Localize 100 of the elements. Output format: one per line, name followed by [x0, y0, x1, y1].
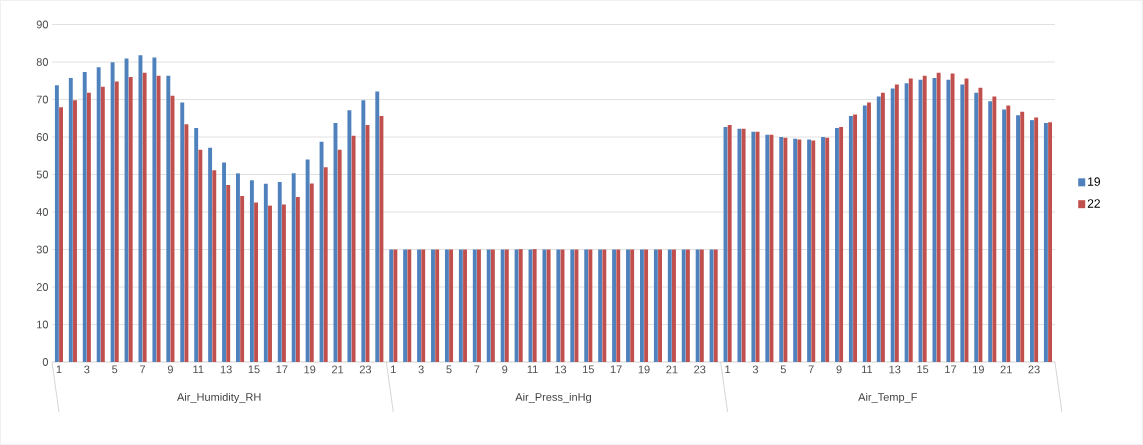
y-tick-label: 20	[36, 283, 49, 291]
bar	[249, 180, 254, 362]
legend-label: 19	[1088, 177, 1100, 186]
text: Air_Press_inHg	[515, 392, 591, 404]
bar	[86, 92, 91, 362]
x-tick-label: 1	[725, 365, 731, 374]
bar	[110, 62, 115, 362]
text: Air_Humidity_RH	[177, 392, 261, 404]
bar	[821, 137, 825, 362]
bar	[1006, 105, 1011, 362]
bar	[532, 249, 537, 362]
bar	[681, 249, 686, 362]
bar	[379, 116, 384, 362]
bar	[1034, 117, 1039, 362]
x-tick-label: 19	[973, 365, 984, 374]
x-tick-label: 21	[666, 365, 678, 374]
bar	[500, 249, 505, 362]
x-tick-label: 5	[112, 365, 118, 374]
text: Air_Temp_F	[858, 392, 917, 404]
bar	[1048, 122, 1053, 362]
bar	[783, 137, 788, 362]
bar	[291, 173, 296, 362]
bar	[254, 202, 259, 362]
bar	[713, 249, 718, 362]
y-tick-label: 30	[36, 245, 49, 254]
bar	[59, 107, 64, 362]
bar	[1002, 109, 1007, 362]
x-tick-label: 11	[193, 365, 204, 374]
bar	[890, 88, 895, 362]
x-tick-label: 21	[1000, 365, 1012, 374]
x-tick-label: 1	[56, 365, 62, 374]
bar	[741, 128, 746, 362]
bar	[389, 249, 394, 362]
bar	[922, 75, 927, 362]
y-tick-label: 70	[36, 95, 49, 104]
bar	[236, 173, 240, 362]
bar	[309, 183, 314, 362]
bar	[268, 205, 272, 362]
bar	[54, 85, 59, 362]
bar	[737, 128, 742, 362]
bar	[602, 249, 607, 362]
bar	[862, 105, 867, 362]
bar	[751, 131, 756, 362]
bar	[765, 134, 770, 362]
bar	[295, 197, 300, 362]
bar	[988, 101, 993, 362]
x-tick-label: 1	[391, 365, 396, 374]
bar	[658, 249, 662, 362]
bar	[793, 138, 798, 362]
x-tick-label: 3	[84, 365, 90, 374]
x-tick-label: 9	[502, 365, 508, 374]
x-tick-label: 15	[248, 365, 260, 374]
bar	[570, 249, 575, 362]
bar	[375, 91, 380, 362]
bar	[68, 78, 73, 362]
bar	[100, 86, 105, 362]
x-tick-label: 9	[836, 365, 842, 374]
x-tick-label: 19	[304, 365, 316, 374]
bar	[198, 149, 203, 362]
y-tick-label: 10	[37, 320, 49, 329]
bar	[518, 249, 523, 362]
x-tick-label: 5	[446, 365, 452, 374]
x-tick-label: 13	[889, 365, 901, 374]
bar	[904, 83, 909, 362]
x-tick-label: 17	[610, 365, 622, 374]
bar	[653, 249, 658, 362]
x-tick-label: 3	[418, 365, 424, 374]
bar	[835, 128, 839, 362]
bar	[444, 249, 449, 362]
bar	[867, 102, 871, 362]
bar	[351, 135, 356, 362]
bar	[542, 249, 547, 362]
bar	[463, 249, 467, 362]
bar	[504, 249, 509, 362]
y-tick-label: 50	[36, 170, 49, 179]
x-tick-label: 7	[140, 365, 146, 374]
x-tick-label: 11	[862, 365, 873, 374]
bar	[974, 92, 979, 362]
x-tick-label: 17	[276, 365, 288, 374]
bar	[672, 249, 676, 362]
bar	[1030, 120, 1034, 362]
bar	[556, 249, 561, 362]
bar	[946, 79, 951, 362]
bar	[699, 249, 704, 362]
bar	[936, 72, 941, 362]
y-tick-label: 40	[36, 208, 49, 216]
legend-label: 22	[1087, 199, 1100, 208]
bar	[626, 249, 630, 362]
bar	[853, 114, 858, 362]
bar	[347, 110, 352, 362]
bar	[727, 125, 732, 362]
bar	[685, 249, 690, 362]
bar	[305, 159, 310, 362]
bar	[755, 131, 760, 362]
bar	[458, 249, 463, 362]
bar	[472, 249, 477, 362]
bar	[546, 249, 551, 362]
bar	[222, 162, 226, 362]
bar	[490, 249, 495, 362]
bar	[667, 249, 672, 362]
